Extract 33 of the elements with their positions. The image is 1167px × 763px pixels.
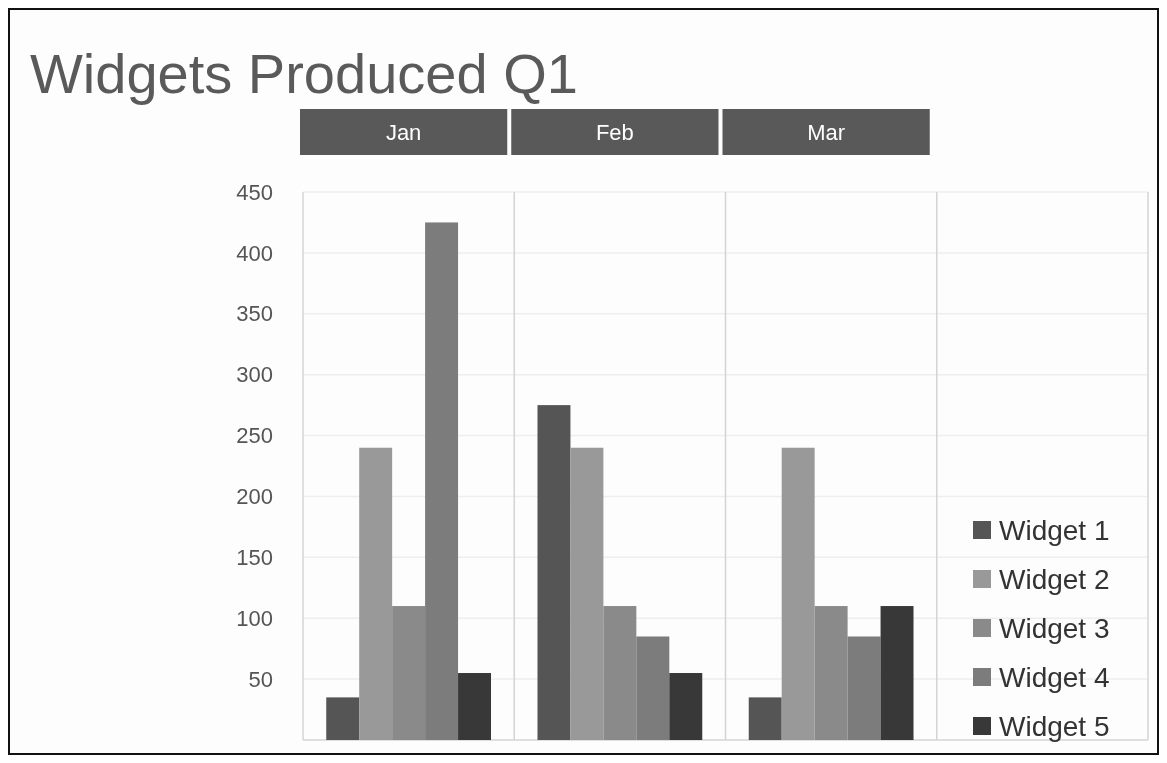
bar	[537, 405, 571, 740]
chart-title: Widgets Produced Q1	[30, 42, 578, 105]
bar	[458, 673, 492, 740]
y-tick-label: 350	[236, 301, 273, 327]
bar	[326, 697, 360, 740]
x-tick-label: Mar	[807, 120, 846, 145]
bar	[814, 606, 848, 740]
legend-label: Widget 2	[999, 563, 1110, 595]
bar	[880, 606, 914, 740]
x-tick-label: Jan	[385, 120, 422, 145]
bar	[359, 447, 393, 740]
y-tick-label: 400	[236, 240, 273, 266]
bar	[636, 636, 670, 740]
y-tick-label: 450	[236, 179, 273, 205]
bar	[781, 447, 815, 740]
x-tick-label: Feb	[595, 120, 634, 145]
legend-label: Widget 4	[999, 661, 1110, 693]
legend-label: Widget 3	[999, 612, 1110, 644]
legend-label: Widget 5	[999, 710, 1110, 742]
y-tick-label: 50	[248, 666, 273, 692]
bar	[669, 673, 703, 740]
y-tick-label: 100	[236, 605, 273, 631]
y-tick-label: 250	[236, 423, 273, 449]
bar	[392, 606, 426, 740]
bar	[748, 697, 782, 740]
bar	[847, 636, 881, 740]
legend-label: Widget 1	[999, 514, 1110, 546]
y-tick-label: 150	[236, 545, 273, 571]
bar	[603, 606, 637, 740]
y-tick-label: 300	[236, 362, 273, 388]
bar	[425, 222, 459, 740]
bar	[570, 447, 604, 740]
y-tick-label: 200	[236, 484, 273, 510]
